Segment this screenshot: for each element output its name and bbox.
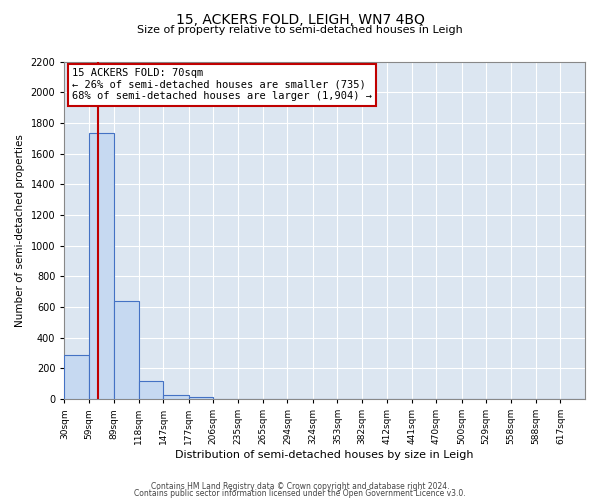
Text: Contains HM Land Registry data © Crown copyright and database right 2024.: Contains HM Land Registry data © Crown c… (151, 482, 449, 491)
Y-axis label: Number of semi-detached properties: Number of semi-detached properties (15, 134, 25, 326)
Bar (64, 354, 89, 399)
Text: 15 ACKERS FOLD: 70sqm
← 26% of semi-detached houses are smaller (735)
68% of sem: 15 ACKERS FOLD: 70sqm ← 26% of semi-deta… (72, 68, 372, 102)
Text: 15, ACKERS FOLD, LEIGH, WN7 4BQ: 15, ACKERS FOLD, LEIGH, WN7 4BQ (176, 12, 424, 26)
X-axis label: Distribution of semi-detached houses by size in Leigh: Distribution of semi-detached houses by … (175, 450, 474, 460)
Bar (89, 133, 114, 399)
Bar (188, 396, 213, 399)
Text: Contains public sector information licensed under the Open Government Licence v3: Contains public sector information licen… (134, 489, 466, 498)
Bar (163, 395, 188, 399)
Text: Size of property relative to semi-detached houses in Leigh: Size of property relative to semi-detach… (137, 25, 463, 35)
Bar (114, 301, 139, 399)
Bar (139, 382, 163, 399)
